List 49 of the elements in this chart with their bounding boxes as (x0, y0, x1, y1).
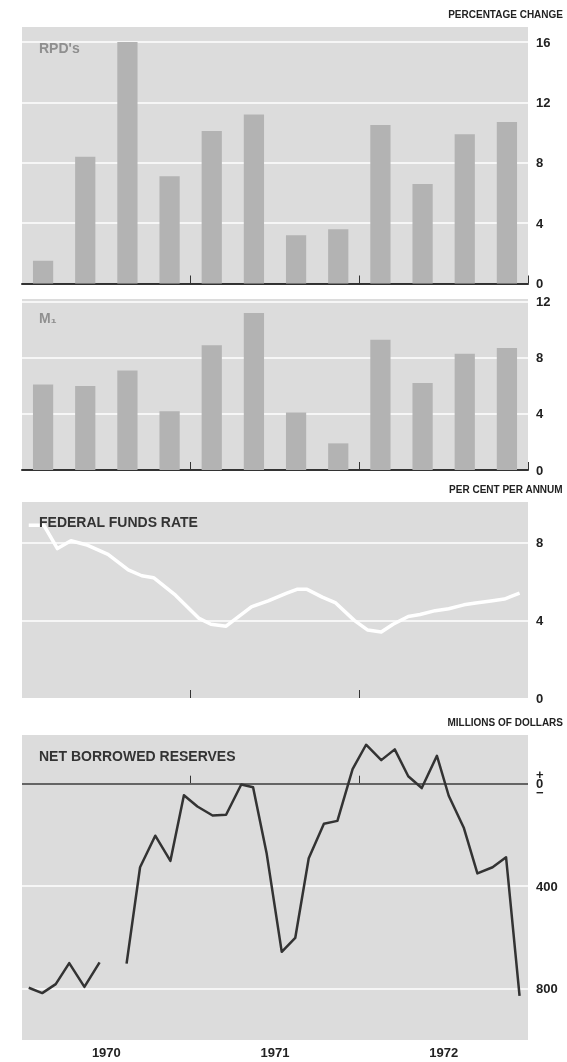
y-tick-label: 0 (536, 462, 544, 478)
bar (328, 443, 349, 470)
text: RPD's (39, 40, 80, 56)
bar (32, 384, 54, 470)
bar (412, 183, 433, 284)
y-tick-label: + 0 − (536, 767, 544, 801)
bar (412, 383, 433, 470)
y-tick-label: 8 (536, 535, 544, 551)
bar (285, 412, 307, 470)
y-tick-label: 0 (536, 276, 544, 291)
y-tick-label: 12 (536, 294, 551, 310)
bar (243, 313, 265, 470)
bar (32, 260, 54, 284)
y-tick-label: 16 (536, 34, 551, 50)
x-tick-label: 1972 (429, 1045, 459, 1060)
y-tick-label: 400 (536, 878, 558, 894)
y-tick-label: 0 (536, 690, 544, 706)
y-axis-title: MILLIONS OF DOLLARS (447, 716, 564, 728)
text: NET BORROWED RESERVES (39, 748, 236, 764)
y-tick-label: 4 (536, 612, 544, 628)
bar (454, 353, 475, 470)
bar (285, 235, 307, 284)
y-axis-title: PERCENTAGE CHANGE (448, 8, 564, 20)
bar (370, 125, 391, 284)
y-tick-label: 8 (536, 155, 544, 171)
bar (328, 229, 349, 284)
bar (117, 42, 138, 284)
bar (454, 134, 475, 284)
text: FEDERAL FUNDS RATE (39, 514, 198, 530)
bar (243, 114, 265, 284)
bar (75, 385, 96, 470)
x-tick-label: 1970 (91, 1045, 121, 1060)
text: M₁ (39, 310, 57, 326)
y-tick-label: 12 (536, 94, 551, 110)
bar (496, 348, 518, 470)
y-tick-label: 800 (536, 981, 558, 997)
y-tick-label: 4 (536, 215, 544, 231)
bar (117, 370, 138, 470)
bar (159, 411, 180, 470)
bar (201, 131, 222, 284)
y-axis-title: PER CENT PER ANNUM (449, 483, 563, 495)
bar (75, 156, 96, 284)
bar (159, 176, 180, 284)
y-tick-label: 4 (536, 406, 544, 422)
bar (370, 339, 391, 470)
bar (496, 122, 518, 284)
x-tick-label: 1971 (260, 1045, 290, 1060)
y-tick-label: 8 (536, 350, 544, 366)
bar (201, 345, 222, 470)
